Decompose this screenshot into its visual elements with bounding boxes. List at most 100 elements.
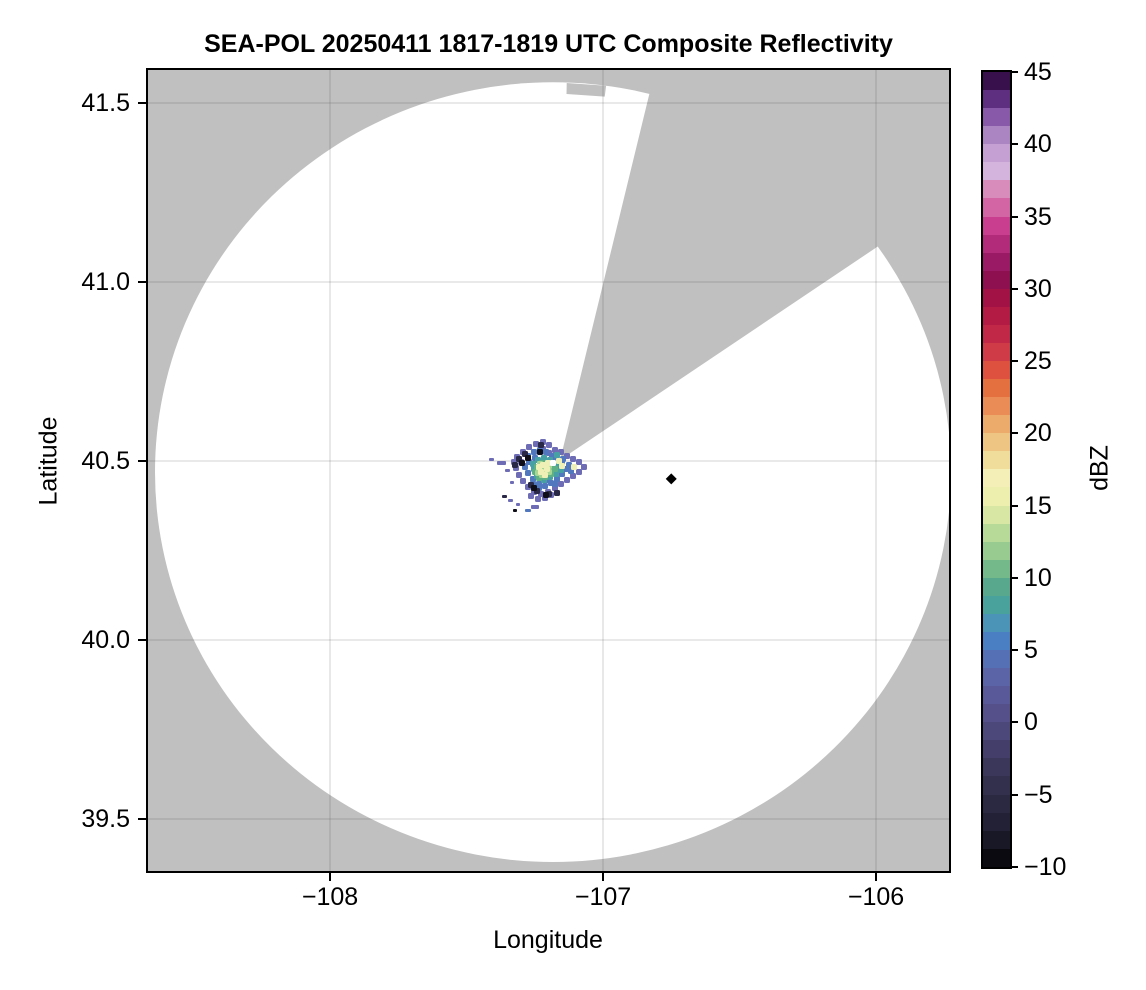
colorbar-tick-label: −5 (1024, 780, 1053, 809)
echo-cell (531, 449, 537, 455)
colorbar-tick-mark (1010, 432, 1018, 435)
colorbar-band (983, 595, 1010, 614)
colorbar-band (983, 144, 1010, 163)
colorbar-tick-mark (1010, 793, 1018, 796)
echo-cell (576, 469, 582, 475)
echo-fragment (516, 503, 520, 506)
echo-cell (552, 447, 558, 453)
colorbar-band (983, 794, 1010, 813)
echo-cell (536, 464, 542, 470)
colorbar-label: dBZ (1085, 445, 1114, 491)
colorbar-band (983, 270, 1010, 289)
colorbar-band (983, 668, 1010, 687)
colorbar-band (983, 72, 1010, 91)
echo-cell (558, 481, 564, 487)
echo-cell (541, 455, 547, 461)
colorbar-band (983, 234, 1010, 253)
colorbar-tick-mark (1010, 866, 1018, 868)
echo-cell (545, 460, 551, 466)
colorbar-band (983, 758, 1010, 777)
colorbar-band (983, 505, 1010, 524)
echo-cell (538, 442, 544, 448)
colorbar-band (983, 469, 1010, 488)
colorbar-band (983, 379, 1010, 398)
plot-area (146, 68, 951, 873)
echo-fragment (531, 505, 539, 509)
colorbar-band (983, 650, 1010, 669)
colorbar-tick-label: 30 (1024, 274, 1052, 303)
blocked-sector-wedge (560, 70, 949, 460)
colorbar-band (983, 848, 1010, 867)
colorbar-band (983, 740, 1010, 759)
colorbar-band (983, 686, 1010, 705)
colorbar-band (983, 722, 1010, 741)
y-tick-mark (138, 281, 146, 283)
colorbar-band (983, 198, 1010, 217)
colorbar-band (983, 523, 1010, 542)
colorbar-band (983, 216, 1010, 235)
x-tick-label: −107 (574, 883, 632, 911)
echo-cell (576, 459, 582, 465)
y-tick-mark (138, 460, 146, 462)
echo-cell (566, 462, 572, 468)
colorbar-band (983, 342, 1010, 361)
y-tick-label: 40.5 (81, 447, 130, 475)
echo-cell (525, 455, 531, 461)
colorbar-band (983, 631, 1010, 650)
echo-cell (559, 463, 565, 469)
colorbar-tick-label: 0 (1024, 708, 1038, 737)
colorbar-band (983, 361, 1010, 380)
echo-cell (554, 452, 560, 458)
echo-cell (571, 464, 577, 470)
x-tick-mark (602, 873, 604, 881)
echo-fragment (502, 495, 507, 498)
colorbar-tick-mark (1010, 721, 1018, 724)
colorbar-tick-label: 10 (1024, 563, 1052, 592)
colorbar-band (983, 180, 1010, 199)
colorbar-band (983, 252, 1010, 271)
colorbar-band (983, 288, 1010, 307)
colorbar-band (983, 704, 1010, 723)
echo-fragment (489, 458, 494, 461)
colorbar-band (983, 812, 1010, 831)
echo-fragment (508, 499, 513, 502)
y-tick-mark (138, 639, 146, 641)
x-tick-label: −106 (847, 883, 905, 911)
echo-cell (512, 462, 518, 468)
echo-cell (550, 460, 556, 466)
colorbar-band (983, 306, 1010, 325)
x-tick-label: −108 (301, 883, 359, 911)
colorbar-band (983, 397, 1010, 416)
echo-cell (546, 442, 552, 448)
colorbar-band (983, 433, 1010, 452)
colorbar-band (983, 162, 1010, 181)
y-tick-label: 40.0 (81, 626, 130, 654)
echo-cell (542, 483, 548, 489)
colorbar-band (983, 415, 1010, 434)
colorbar-band (983, 90, 1010, 109)
colorbar-band (983, 613, 1010, 632)
colorbar-tick-mark (1010, 360, 1018, 363)
colorbar-band (983, 559, 1010, 578)
colorbar-tick-mark (1010, 287, 1018, 290)
echo-cell (552, 466, 558, 472)
colorbar-band (983, 126, 1010, 145)
colorbar-tick-label: 35 (1024, 202, 1052, 231)
x-tick-mark (875, 873, 877, 881)
colorbar-tick-label: 5 (1024, 636, 1038, 665)
colorbar-tick-label: −10 (1024, 853, 1067, 881)
echo-cell (531, 485, 537, 491)
echo-cell (564, 477, 570, 483)
colorbar-tick-mark (1010, 504, 1018, 507)
echo-cell (556, 458, 562, 464)
blocked-sector-rim-notch (566, 82, 607, 97)
site-marker-diamond (665, 473, 677, 485)
radar-ppi-plot (148, 70, 949, 871)
colorbar-band (983, 108, 1010, 127)
echo-cell (552, 481, 558, 487)
x-axis-label: Longitude (493, 926, 603, 954)
colorbar-tick-mark (1010, 215, 1018, 218)
echo-cell (570, 456, 576, 462)
echo-cell (543, 492, 549, 498)
echo-fragment (510, 481, 514, 484)
